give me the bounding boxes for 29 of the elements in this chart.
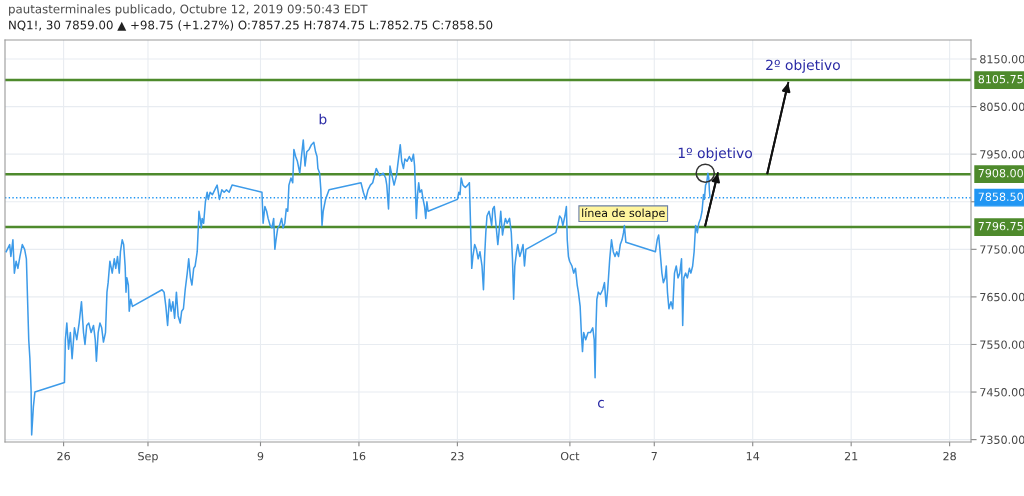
- y-tick-label: 8150.00: [980, 55, 1024, 64]
- x-tick-label: Sep: [138, 451, 158, 463]
- x-tick-label: 16: [353, 451, 366, 461]
- annotation: línea de solape: [582, 208, 665, 220]
- ref-line-label: 7858.50: [978, 192, 1023, 201]
- x-tick-label: 28: [943, 451, 956, 461]
- chart-subtitle: NQ1!, 30 7859.00 ▲ +98.75 (+1.27%) O:7857.25 H:7874.75 L:7852.75 C:7858.50: [9, 20, 493, 31]
- y-tick-label: 8050.00: [980, 102, 1024, 111]
- x-tick-label: 14: [746, 452, 760, 461]
- ref-line-label: 8105.75: [978, 74, 1023, 84]
- ref-line-label: 7908.00: [978, 168, 1023, 178]
- y-tick-label: 7750.00: [980, 245, 1024, 254]
- annotation: 2º objetivo: [766, 59, 840, 73]
- x-tick-label: Oct: [560, 451, 580, 461]
- y-tick-label: 7550.00: [980, 340, 1024, 349]
- ref-line-label: 7796.75: [978, 221, 1023, 231]
- annotation: b: [319, 113, 327, 125]
- y-tick-label: 7350.00: [980, 435, 1024, 444]
- chart-title: pautasterminales publicado, Octubre 12, 2019 09:50:43 EDT: [9, 4, 368, 16]
- x-tick-label: 21: [844, 451, 858, 461]
- y-tick-label: 7650.00: [980, 292, 1024, 302]
- x-tick-label: 26: [57, 451, 70, 461]
- y-tick-label: 7450.00: [980, 388, 1024, 397]
- annotation: c: [597, 399, 604, 408]
- annotation: 1º objetivo: [678, 147, 753, 161]
- y-tick-label: 7950.00: [980, 150, 1024, 159]
- x-tick-label: 7: [651, 452, 657, 461]
- x-tick-label: 9: [257, 451, 264, 461]
- x-tick-label: 23: [451, 451, 464, 461]
